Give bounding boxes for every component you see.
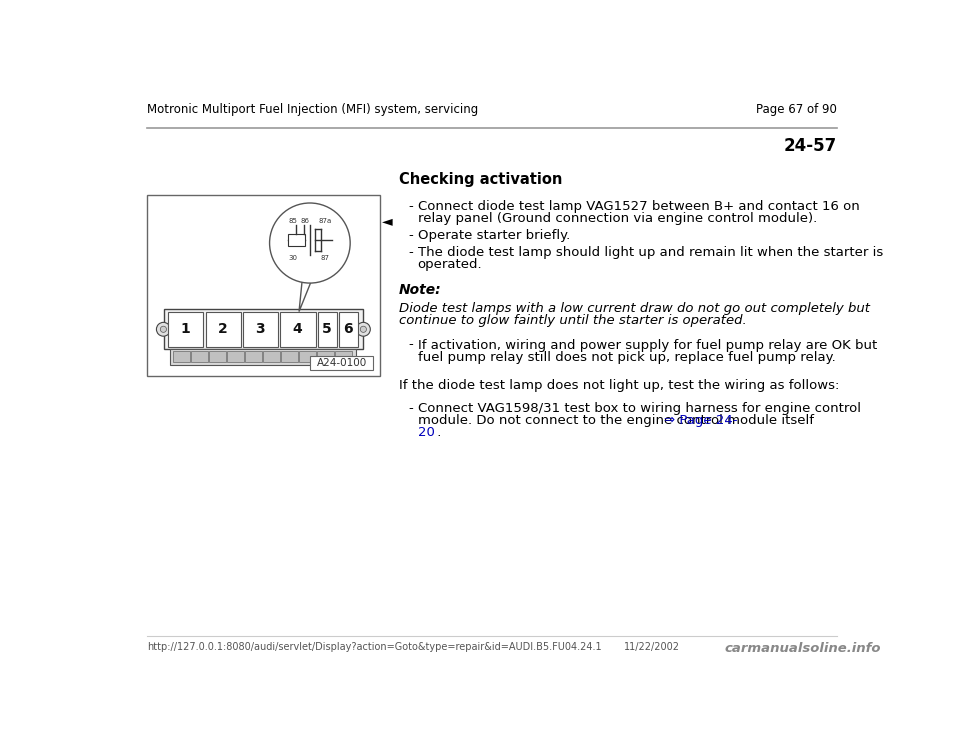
Text: http://127.0.0.1:8080/audi/servlet/Display?action=Goto&type=repair&id=AUDI.B5.FU: http://127.0.0.1:8080/audi/servlet/Displ… bbox=[147, 642, 602, 652]
Text: 20: 20 bbox=[418, 427, 435, 439]
Text: 11/22/2002: 11/22/2002 bbox=[624, 642, 680, 652]
Text: ◄: ◄ bbox=[382, 214, 393, 228]
Text: -: - bbox=[408, 401, 413, 415]
Bar bbox=[339, 312, 358, 347]
Text: 3: 3 bbox=[255, 322, 265, 336]
Bar bbox=[335, 351, 351, 362]
Circle shape bbox=[270, 203, 350, 283]
Bar bbox=[318, 312, 337, 347]
Text: fuel pump relay still does not pick up, replace fuel pump relay.: fuel pump relay still does not pick up, … bbox=[418, 351, 835, 364]
Text: Motronic Multiport Fuel Injection (MFI) system, servicing: Motronic Multiport Fuel Injection (MFI) … bbox=[147, 103, 478, 116]
Text: If the diode test lamp does not light up, test the wiring as follows:: If the diode test lamp does not light up… bbox=[399, 378, 839, 392]
Text: The diode test lamp should light up and remain lit when the starter is: The diode test lamp should light up and … bbox=[418, 246, 883, 259]
Bar bbox=[168, 312, 204, 347]
Text: 5: 5 bbox=[323, 322, 332, 336]
Circle shape bbox=[360, 326, 367, 332]
Bar bbox=[191, 351, 208, 362]
Text: Page 67 of 90: Page 67 of 90 bbox=[756, 103, 837, 116]
Text: 1: 1 bbox=[180, 322, 190, 336]
Bar bbox=[263, 351, 279, 362]
Bar bbox=[243, 312, 278, 347]
Bar bbox=[164, 309, 363, 349]
Bar bbox=[174, 351, 190, 362]
Text: carmanualsoline.info: carmanualsoline.info bbox=[725, 642, 881, 655]
Text: -: - bbox=[408, 246, 413, 259]
Text: 30: 30 bbox=[288, 255, 298, 261]
Text: operated.: operated. bbox=[418, 258, 482, 272]
Text: 85: 85 bbox=[288, 218, 298, 225]
Bar bbox=[228, 351, 244, 362]
Text: Diode test lamps with a low current draw do not go out completely but: Diode test lamps with a low current draw… bbox=[399, 301, 870, 315]
Bar bbox=[170, 349, 356, 365]
Text: 6: 6 bbox=[344, 322, 353, 336]
Bar bbox=[246, 351, 262, 362]
Text: A24-0100: A24-0100 bbox=[317, 358, 367, 368]
Bar bbox=[310, 356, 373, 370]
Circle shape bbox=[356, 322, 371, 336]
Bar bbox=[288, 234, 305, 246]
Bar bbox=[281, 351, 298, 362]
Circle shape bbox=[160, 326, 166, 332]
Text: 2: 2 bbox=[218, 322, 228, 336]
Text: 87a: 87a bbox=[319, 218, 332, 225]
Bar bbox=[205, 312, 241, 347]
Text: ⇒ Page 24-: ⇒ Page 24- bbox=[663, 414, 737, 427]
Bar bbox=[300, 351, 316, 362]
Text: relay panel (Ground connection via engine control module).: relay panel (Ground connection via engin… bbox=[418, 212, 817, 226]
Text: Connect VAG1598/31 test box to wiring harness for engine control: Connect VAG1598/31 test box to wiring ha… bbox=[418, 401, 860, 415]
Text: 4: 4 bbox=[293, 322, 302, 336]
Text: continue to glow faintly until the starter is operated.: continue to glow faintly until the start… bbox=[399, 314, 747, 327]
Text: Operate starter briefly.: Operate starter briefly. bbox=[418, 229, 570, 242]
Text: module. Do not connect to the engine control module itself: module. Do not connect to the engine con… bbox=[418, 414, 818, 427]
Bar bbox=[209, 351, 226, 362]
Polygon shape bbox=[299, 280, 311, 312]
Text: -: - bbox=[408, 200, 413, 213]
Text: Connect diode test lamp VAG1527 between B+ and contact 16 on: Connect diode test lamp VAG1527 between … bbox=[418, 200, 859, 213]
Text: -: - bbox=[408, 229, 413, 242]
Text: Checking activation: Checking activation bbox=[399, 172, 563, 187]
Circle shape bbox=[156, 322, 170, 336]
Text: Note:: Note: bbox=[399, 283, 442, 297]
Text: 86: 86 bbox=[300, 218, 310, 225]
Text: If activation, wiring and power supply for fuel pump relay are OK but: If activation, wiring and power supply f… bbox=[418, 338, 876, 352]
Text: 24-57: 24-57 bbox=[783, 137, 837, 155]
Text: 87: 87 bbox=[321, 255, 330, 261]
Text: .: . bbox=[433, 427, 442, 439]
Bar bbox=[280, 312, 316, 347]
Text: -: - bbox=[408, 338, 413, 352]
Bar bbox=[147, 195, 379, 376]
Bar bbox=[318, 351, 334, 362]
